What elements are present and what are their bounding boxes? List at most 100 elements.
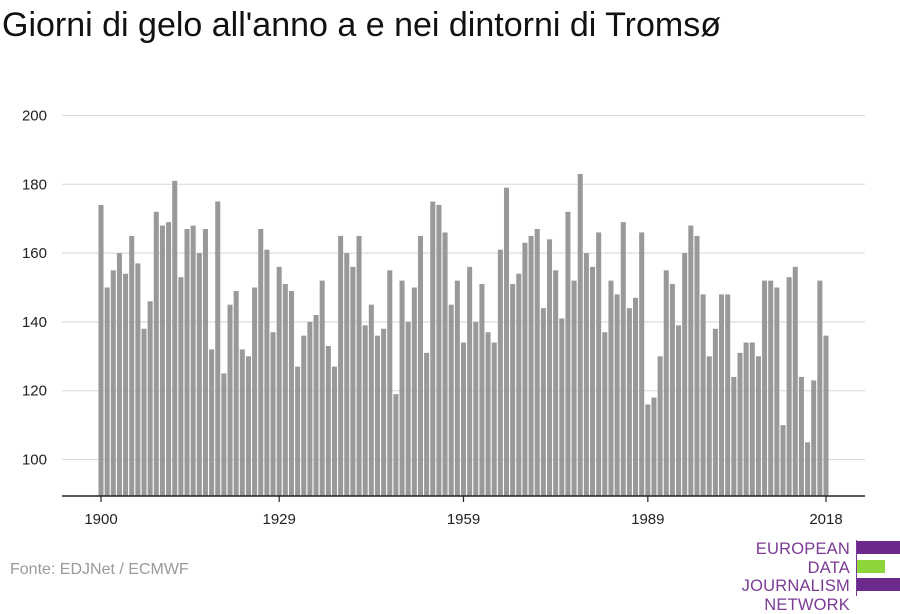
bar-1995 <box>682 253 687 496</box>
bar-1994 <box>676 325 681 496</box>
bar-1990 <box>651 398 656 496</box>
logo-line-data-journalism: DATA JOURNALISM <box>700 559 850 596</box>
bar-2009 <box>768 281 773 496</box>
bar-2005 <box>744 343 749 496</box>
bar-1902 <box>111 270 116 496</box>
bar-1968 <box>516 274 521 496</box>
bar-1967 <box>510 284 515 496</box>
bar-1988 <box>639 232 644 496</box>
bar-1907 <box>141 329 146 496</box>
bar-1944 <box>369 305 374 496</box>
bar-2001 <box>719 294 724 496</box>
bar-1974 <box>553 270 558 496</box>
bar-2011 <box>780 425 785 496</box>
bar-2002 <box>725 294 730 496</box>
bar-1917 <box>203 229 208 496</box>
bar-1927 <box>264 250 269 496</box>
bar-1993 <box>670 284 675 496</box>
bar-1970 <box>529 236 534 496</box>
logo-text: EUROPEAN DATA JOURNALISM NETWORK <box>700 540 850 614</box>
bar-1952 <box>418 236 423 496</box>
bar-1941 <box>350 267 355 496</box>
logo-line-european: EUROPEAN <box>700 540 850 559</box>
bar-1900 <box>98 205 103 496</box>
bar-1956 <box>443 232 448 496</box>
logo-bar-top <box>857 541 900 554</box>
bar-1924 <box>246 356 251 496</box>
bar-1975 <box>559 318 564 496</box>
bar-1979 <box>584 253 589 496</box>
bar-1933 <box>301 336 306 496</box>
bar-1960 <box>467 267 472 496</box>
bar-1955 <box>436 205 441 496</box>
bar-1953 <box>424 353 429 496</box>
bar-1928 <box>271 332 276 496</box>
bar-1976 <box>565 212 570 496</box>
bar-1996 <box>688 226 693 496</box>
bar-1991 <box>658 356 663 496</box>
bar-2008 <box>762 281 767 496</box>
bar-1929 <box>277 267 282 496</box>
bar-1986 <box>627 308 632 496</box>
bar-1989 <box>645 404 650 496</box>
bar-1972 <box>541 308 546 496</box>
bar-2006 <box>750 343 755 496</box>
y-tick-label: 120 <box>22 383 47 400</box>
bar-1935 <box>314 315 319 496</box>
bar-1957 <box>449 305 454 496</box>
bar-2016 <box>811 380 816 496</box>
bar-1977 <box>572 281 577 496</box>
x-tick-label: 1900 <box>84 511 117 528</box>
bar-2015 <box>805 442 810 496</box>
bar-1940 <box>344 253 349 496</box>
bar-2012 <box>787 277 792 496</box>
logo-line-network: NETWORK <box>700 596 850 614</box>
bar-1925 <box>252 288 257 497</box>
y-tick-label: 200 <box>22 108 47 125</box>
y-tick-label: 160 <box>22 245 47 262</box>
bar-1911 <box>166 222 171 496</box>
bar-1982 <box>602 332 607 496</box>
bar-1997 <box>694 236 699 496</box>
y-tick-label: 140 <box>22 314 47 331</box>
bar-1908 <box>148 301 153 496</box>
bar-2000 <box>713 329 718 496</box>
bar-1904 <box>123 274 128 496</box>
bar-2010 <box>774 288 779 497</box>
logo-bar-middle <box>857 560 885 573</box>
bar-1943 <box>363 325 368 496</box>
y-axis-tick-labels: 100 120 140 160 180 200 <box>22 108 47 469</box>
bar-2007 <box>756 356 761 496</box>
bar-1963 <box>486 332 491 496</box>
bar-1906 <box>135 263 140 496</box>
bar-1938 <box>332 367 337 496</box>
bar-1981 <box>596 232 601 496</box>
y-tick-label: 180 <box>22 176 47 193</box>
bar-1950 <box>406 322 411 496</box>
bar-1914 <box>184 229 189 496</box>
bar-1965 <box>498 250 503 496</box>
x-tick-label: 1959 <box>447 511 480 528</box>
bar-2003 <box>731 377 736 496</box>
bar-1934 <box>307 322 312 496</box>
bar-1983 <box>608 281 613 496</box>
bar-1913 <box>178 277 183 496</box>
bar-1980 <box>590 267 595 496</box>
bar-1936 <box>320 281 325 496</box>
bar-1958 <box>455 281 460 496</box>
bar-1971 <box>535 229 540 496</box>
bar-1959 <box>461 343 466 496</box>
x-tick-label: 1989 <box>631 511 664 528</box>
bar-1951 <box>412 288 417 497</box>
bar-1961 <box>473 322 478 496</box>
y-tick-label: 100 <box>22 452 47 469</box>
bar-1932 <box>295 367 300 496</box>
bar-1921 <box>228 305 233 496</box>
edjnet-logo: EUROPEAN DATA JOURNALISM NETWORK <box>700 540 900 596</box>
bar-1992 <box>664 270 669 496</box>
bar-1946 <box>381 329 386 496</box>
bar-2017 <box>817 281 822 496</box>
bar-1920 <box>221 374 226 497</box>
bar-1931 <box>289 291 294 496</box>
bar-1903 <box>117 253 122 496</box>
